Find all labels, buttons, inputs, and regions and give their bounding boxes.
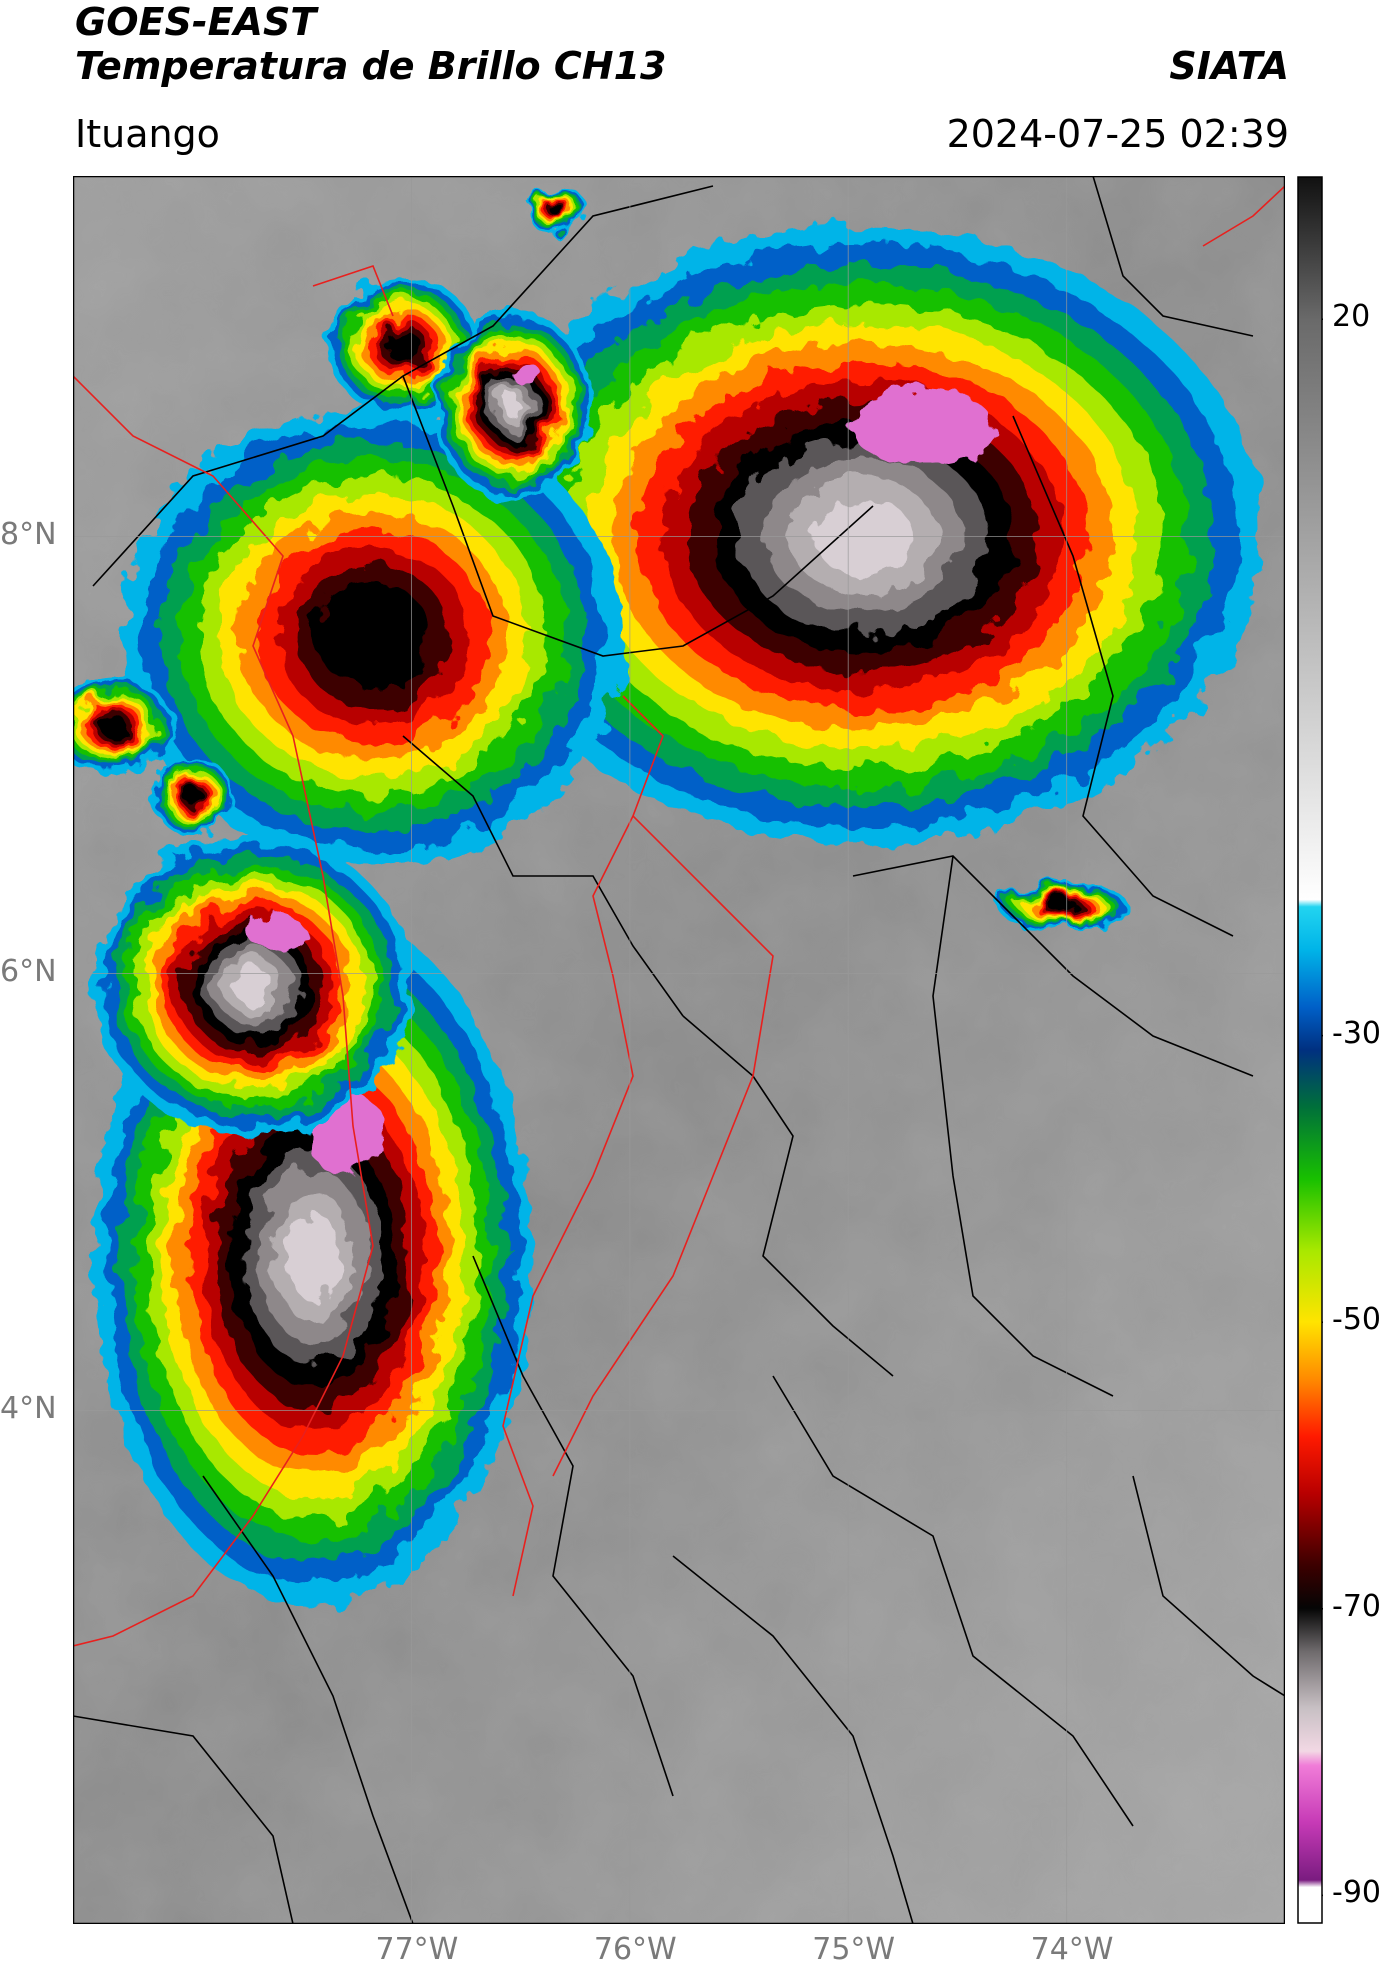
coldest-cloud-top (248, 915, 306, 952)
regional-boundary (202, 1475, 414, 1924)
coldest-cloud-top (851, 390, 995, 465)
storm-cell (153, 756, 233, 836)
regional-boundary (1092, 176, 1254, 337)
regional-boundary (682, 1015, 894, 1377)
longitude-label: 74°W (1030, 1932, 1114, 1967)
national-boundary (73, 375, 374, 1647)
colorbar-tick-label: 20 (1332, 299, 1371, 335)
longitude-label: 76°W (593, 1932, 677, 1967)
storm-cell (998, 881, 1128, 931)
agency-label: SIATA (1169, 44, 1289, 88)
regional-boundary (73, 1715, 294, 1924)
regional-boundary (772, 1375, 1134, 1827)
temperature-contour (99, 714, 127, 738)
satellite-title: GOES-EAST (75, 0, 317, 44)
temperature-contour (233, 967, 273, 1005)
colorbar-tick-label: -50 (1332, 1302, 1381, 1338)
graticule (73, 176, 1285, 1924)
storm-cell (93, 906, 533, 1606)
latitude-label: 6°N (0, 953, 57, 989)
regional-boundary (932, 855, 1114, 1397)
latitude-label: 4°N (0, 1390, 57, 1426)
regional-boundary (402, 735, 684, 1017)
storm-cell (328, 276, 478, 416)
national-boundary (552, 815, 774, 1477)
storm-cell (93, 836, 413, 1136)
colorbar-ramp (1297, 176, 1323, 1924)
colorbar-tick-label: -90 (1332, 1875, 1381, 1911)
coldest-cloud-top (510, 361, 540, 385)
regional-boundary (402, 375, 874, 657)
longitude-label: 77°W (375, 1932, 459, 1967)
regional-boundary (852, 855, 1254, 1077)
regional-boundary (672, 1555, 914, 1924)
temperature-contour (315, 582, 431, 690)
datetime-label: 2024-07-25 02:39 (946, 112, 1289, 156)
storm-cell (73, 676, 173, 776)
boundary-layer (73, 176, 1285, 1924)
temperature-contour (1048, 900, 1078, 912)
national-boundary (1202, 185, 1285, 247)
longitude-label: 75°W (812, 1932, 896, 1967)
storm-cell (528, 186, 588, 236)
temperature-contour (551, 205, 565, 217)
temperature-contour (183, 786, 203, 806)
map-frame (73, 176, 1285, 1924)
regional-boundary (472, 1255, 674, 1797)
storm-cell (463, 226, 1263, 846)
satellite-map (73, 176, 1285, 1924)
storm-cloud-layer (73, 186, 1263, 1606)
temperature-contour (285, 1212, 341, 1300)
storm-cell (433, 311, 593, 501)
temperature-contour (385, 329, 421, 363)
location-label: Ituango (75, 112, 220, 156)
national-boundary (502, 695, 664, 1597)
colorbar-tick-label: -30 (1332, 1015, 1381, 1051)
regional-boundary (1012, 415, 1234, 937)
colorbar (1297, 176, 1323, 1924)
product-title: Temperatura de Brillo CH13 (75, 44, 667, 88)
regional-boundary (1132, 1475, 1285, 1697)
temperature-contour (503, 394, 523, 418)
national-boundary (312, 265, 394, 317)
temperature-contour (813, 497, 913, 575)
colorbar-tick-label: -70 (1332, 1588, 1381, 1624)
latitude-label: 8°N (0, 516, 57, 552)
